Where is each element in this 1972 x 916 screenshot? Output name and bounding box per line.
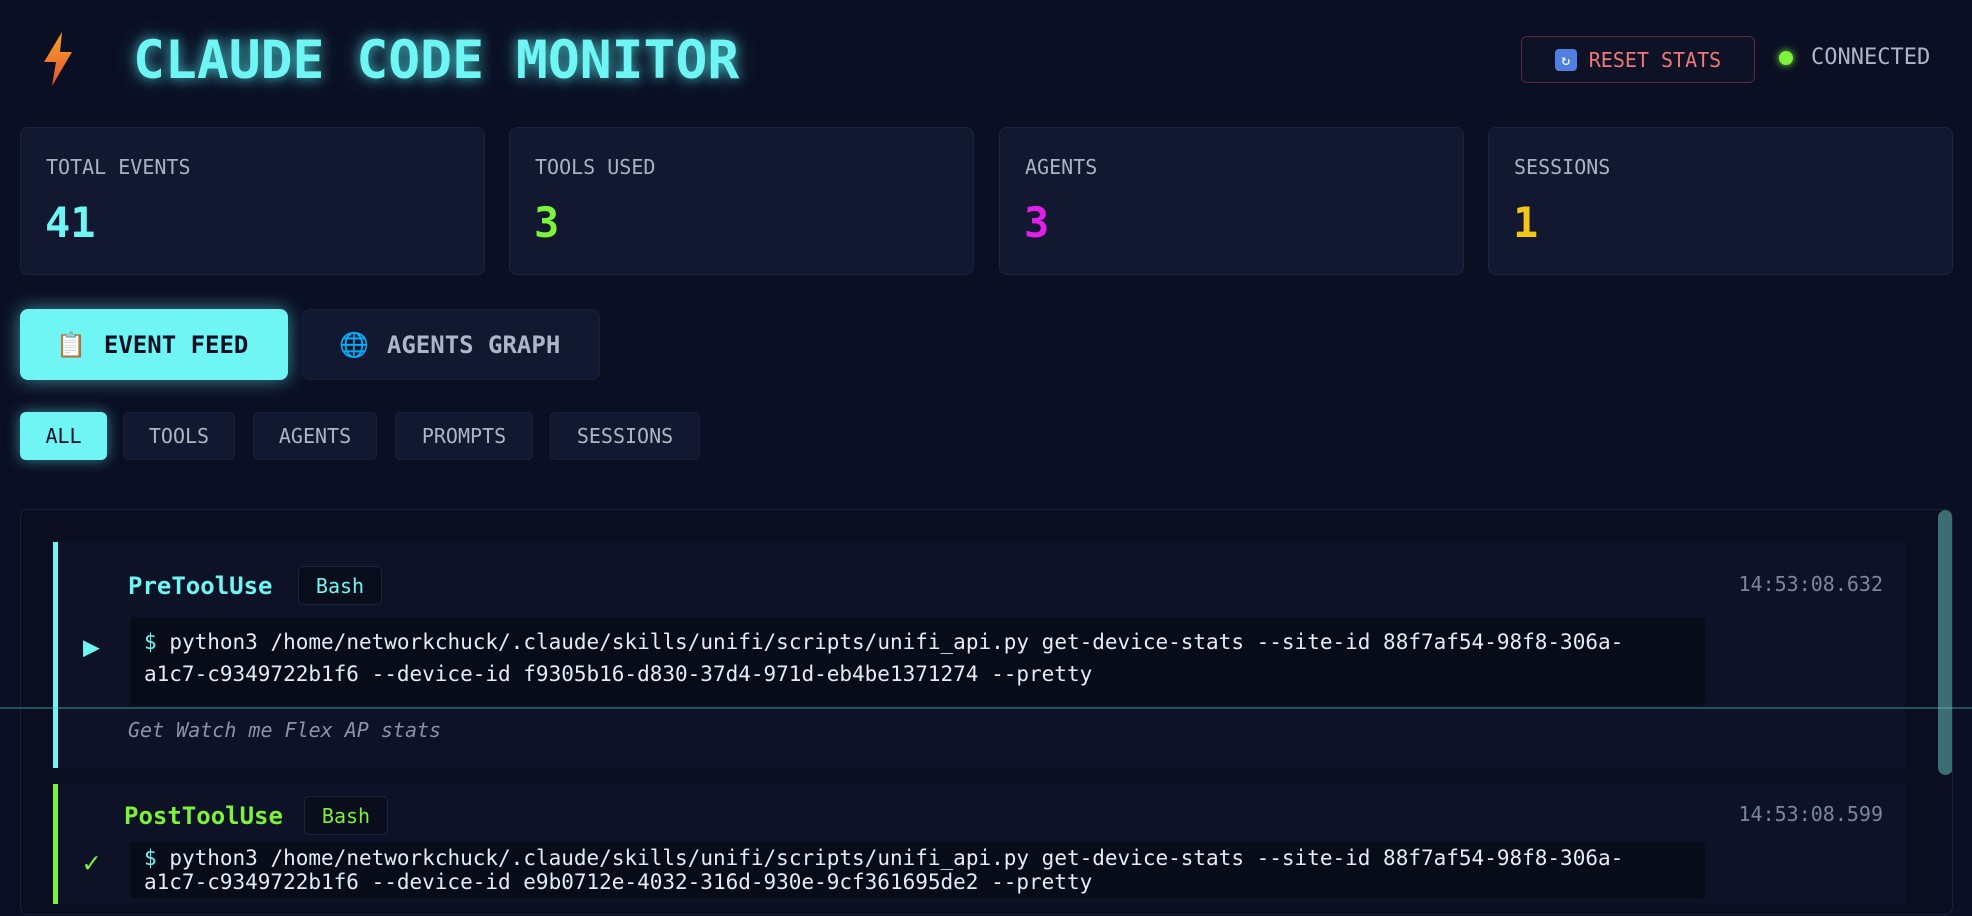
- checkmark-icon[interactable]: ✓: [83, 846, 100, 879]
- tool-badge: Bash: [298, 566, 382, 605]
- stat-card-agents: AGENTS 3: [999, 127, 1464, 275]
- scanline-divider: [0, 707, 1972, 709]
- filter-prompts[interactable]: PROMPTS: [395, 412, 533, 460]
- page-title: CLAUDE CODE MONITOR: [133, 30, 740, 91]
- expand-play-icon[interactable]: ▶: [83, 630, 100, 663]
- stat-value: 3: [1024, 198, 1050, 247]
- tab-label: EVENT FEED: [103, 330, 249, 359]
- stat-card-tools-used: TOOLS USED 3: [509, 127, 974, 275]
- event-item[interactable]: PostToolUse Bash 14:53:08.599 ✓ $ python…: [53, 784, 1905, 904]
- status-dot-icon: [1779, 50, 1793, 65]
- event-timestamp: 14:53:08.632: [1738, 572, 1884, 596]
- prompt-symbol: $: [144, 630, 157, 654]
- command-line: python3 /home/networkchuck/.claude/skill…: [169, 630, 1624, 654]
- filter-all[interactable]: ALL: [20, 412, 107, 460]
- stat-card-sessions: SESSIONS 1: [1488, 127, 1953, 275]
- event-description: Get Watch me Flex AP stats: [128, 718, 442, 742]
- command-block: $ python3 /home/networkchuck/.claude/ski…: [130, 842, 1705, 898]
- event-timestamp: 14:53:08.599: [1738, 802, 1884, 826]
- event-type: PostToolUse: [124, 802, 283, 830]
- lightning-bolt-icon: [44, 32, 72, 86]
- clipboard-icon: 📋: [56, 330, 86, 359]
- tab-agents-graph[interactable]: 🌐 AGENTS GRAPH: [302, 309, 600, 380]
- command-line: a1c7-c9349722b1f6 --device-id f9305b16-d…: [144, 662, 1093, 686]
- event-item[interactable]: PreToolUse Bash 14:53:08.632 ▶ $ python3…: [53, 542, 1905, 768]
- stat-label: SESSIONS: [1514, 155, 1611, 179]
- connection-status: CONNECTED: [1779, 45, 1930, 70]
- stat-label: TOTAL EVENTS: [46, 155, 191, 179]
- command-block: $ python3 /home/networkchuck/.claude/ski…: [130, 617, 1705, 705]
- command-line: python3 /home/networkchuck/.claude/skill…: [169, 846, 1624, 870]
- stat-value: 3: [534, 198, 560, 247]
- tool-badge: Bash: [304, 796, 388, 835]
- globe-icon: 🌐: [339, 330, 369, 359]
- tab-event-feed[interactable]: 📋 EVENT FEED: [20, 309, 288, 380]
- stat-label: AGENTS: [1025, 155, 1098, 179]
- stat-value: 1: [1513, 198, 1539, 247]
- stat-label: TOOLS USED: [535, 155, 656, 179]
- connection-status-label: CONNECTED: [1811, 45, 1931, 70]
- feed-scrollbar[interactable]: [1938, 510, 1952, 775]
- refresh-icon: ↻: [1554, 48, 1577, 71]
- event-type: PreToolUse: [128, 572, 273, 600]
- reset-stats-button[interactable]: ↻ RESET STATS: [1521, 36, 1755, 83]
- reset-stats-label: RESET STATS: [1588, 47, 1722, 72]
- stat-card-total-events: TOTAL EVENTS 41: [20, 127, 485, 275]
- tab-label: AGENTS GRAPH: [386, 330, 561, 359]
- command-line: a1c7-c9349722b1f6 --device-id e9b0712e-4…: [144, 870, 1093, 894]
- filter-agents[interactable]: AGENTS: [253, 412, 377, 460]
- event-feed: PreToolUse Bash 14:53:08.632 ▶ $ python3…: [20, 509, 1953, 915]
- filter-tools[interactable]: TOOLS: [123, 412, 235, 460]
- stat-value: 41: [45, 198, 96, 247]
- prompt-symbol: $: [144, 846, 157, 870]
- filter-sessions[interactable]: SESSIONS: [550, 412, 700, 460]
